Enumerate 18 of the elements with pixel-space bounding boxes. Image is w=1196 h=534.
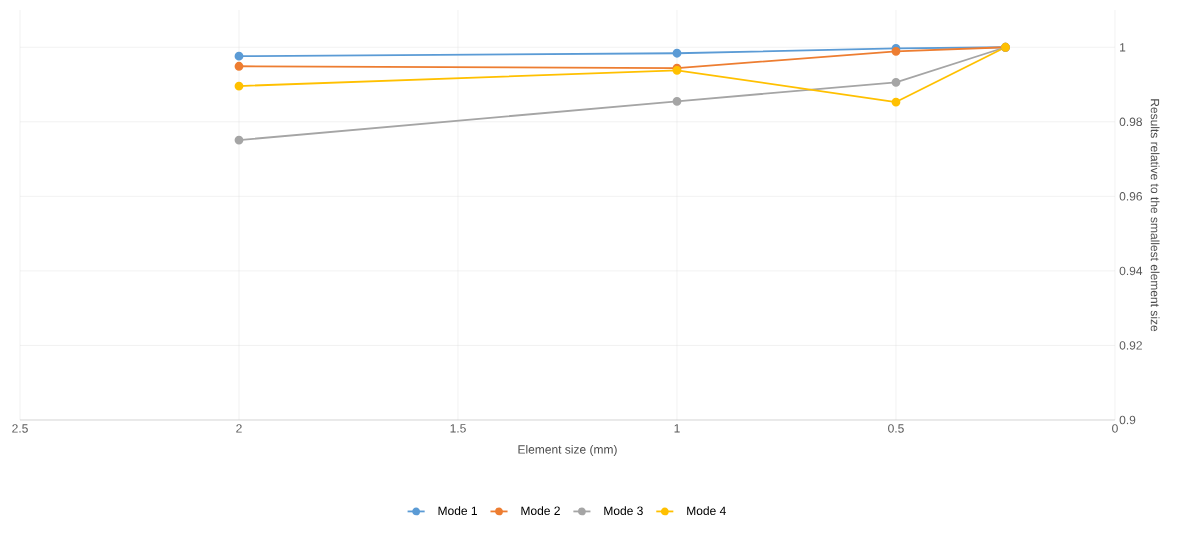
legend-label: Mode 1 — [438, 506, 477, 515]
x-tick-label: 0 — [1112, 424, 1118, 433]
x-tick-label: 1.5 — [450, 424, 466, 433]
x-tick-label: 2 — [236, 424, 242, 433]
y-tick-label: 0.98 — [1119, 117, 1142, 127]
legend-label: Mode 4 — [687, 506, 726, 515]
x-tick-label: 0.5 — [888, 424, 904, 433]
y-tick-label: 0.94 — [1119, 266, 1143, 276]
x-tick-label: 2.5 — [12, 424, 28, 433]
y-tick-label: 1 — [1120, 43, 1126, 52]
legend-label: Mode 2 — [521, 506, 560, 515]
y-tick-label: 0.9 — [1119, 415, 1136, 425]
y-tick-label: 0.96 — [1119, 192, 1142, 201]
legend-label: Mode 3 — [604, 506, 643, 515]
y-axis-title: Results relative to the smallest element size — [1150, 99, 1160, 332]
x-tick-label: 1 — [674, 424, 680, 433]
x-axis-title: Element size (mm) — [518, 444, 617, 457]
y-tick-label: 0.92 — [1119, 341, 1142, 350]
